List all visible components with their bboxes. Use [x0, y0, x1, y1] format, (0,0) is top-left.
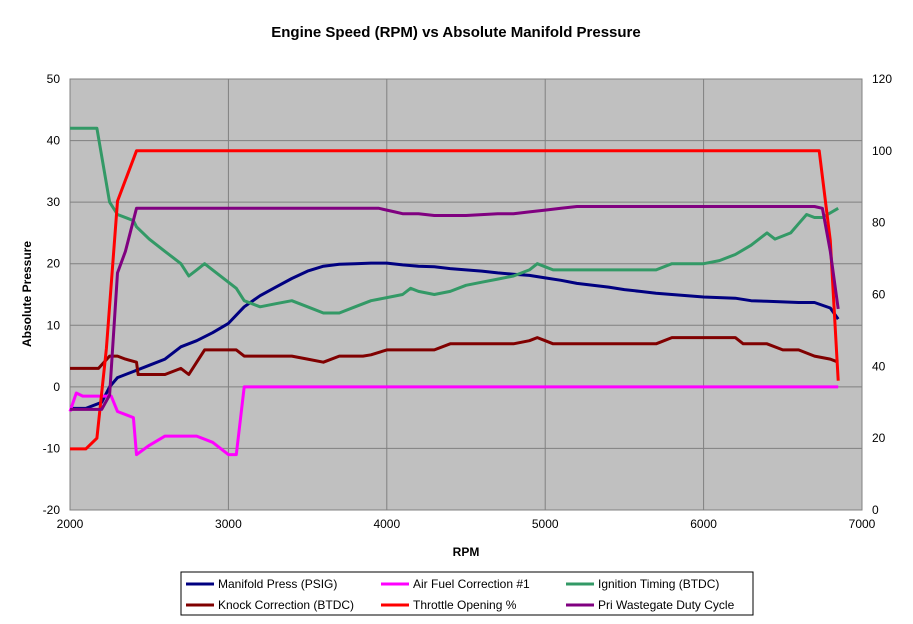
- y-tick-label-right: 40: [872, 359, 886, 373]
- legend-label: Throttle Opening %: [413, 598, 517, 612]
- y-tick-label-right: 0: [872, 503, 879, 517]
- y-tick-label-right: 80: [872, 216, 886, 230]
- x-tick-label: 6000: [690, 517, 717, 531]
- y-tick-label-left: 0: [53, 380, 60, 394]
- legend-label: Knock Correction (BTDC): [218, 598, 354, 612]
- legend-items: Manifold Press (PSIG) Air Fuel Correction…: [186, 577, 735, 612]
- chart-title: Engine Speed (RPM) vs Absolute Manifold …: [271, 24, 641, 41]
- legend-label: Pri Wastegate Duty Cycle: [598, 598, 735, 612]
- series-layer: [68, 126, 840, 457]
- y-tick-label-right: 120: [872, 72, 892, 86]
- left-axis-ticks: -20 -10 0 10 20 30 40 50: [43, 72, 61, 517]
- y-tick-label-left: 20: [47, 257, 61, 271]
- y-tick-label-left: -10: [43, 441, 61, 455]
- series-line-air-fuel-correction-1: [68, 385, 839, 457]
- right-axis-ticks: 0 20 40 60 80 100 120: [872, 72, 892, 517]
- legend-box: [180, 571, 754, 616]
- x-tick-label: 4000: [373, 517, 400, 531]
- x-tick-label: 5000: [532, 517, 559, 531]
- x-axis-label: RPM: [453, 545, 480, 559]
- y-tick-label-right: 60: [872, 288, 886, 302]
- series-line-knock-correction-btdc: [70, 336, 839, 376]
- plot-area: [70, 79, 862, 510]
- y-tick-label-left: 50: [47, 72, 61, 86]
- series-line-manifold-press-psig: [70, 261, 840, 410]
- y-tick-label-left: -20: [43, 503, 61, 517]
- series-line-pri-wastegate-duty-cycle: [70, 205, 840, 411]
- x-tick-label: 7000: [849, 517, 876, 531]
- legend-label: Air Fuel Correction #1: [413, 577, 530, 591]
- x-tick-label: 2000: [57, 517, 84, 531]
- legend: Manifold Press (PSIG) Air Fuel Correction…: [180, 571, 754, 616]
- y-tick-label-right: 100: [872, 144, 892, 158]
- plot-border: [69, 78, 863, 511]
- series-line-ignition-timing-btdc: [70, 126, 839, 315]
- y-axis-label: Absolute Pressure: [20, 241, 34, 347]
- y-tick-label-left: 30: [47, 195, 61, 209]
- x-tick-label: 3000: [215, 517, 242, 531]
- y-tick-label-left: 40: [47, 134, 61, 148]
- y-tick-label-right: 20: [872, 431, 886, 445]
- y-tick-label-left: 10: [47, 318, 61, 332]
- legend-label: Manifold Press (PSIG): [218, 577, 337, 591]
- x-axis-ticks: 2000 3000 4000 5000 6000 7000: [57, 517, 876, 531]
- legend-label: Ignition Timing (BTDC): [598, 577, 719, 591]
